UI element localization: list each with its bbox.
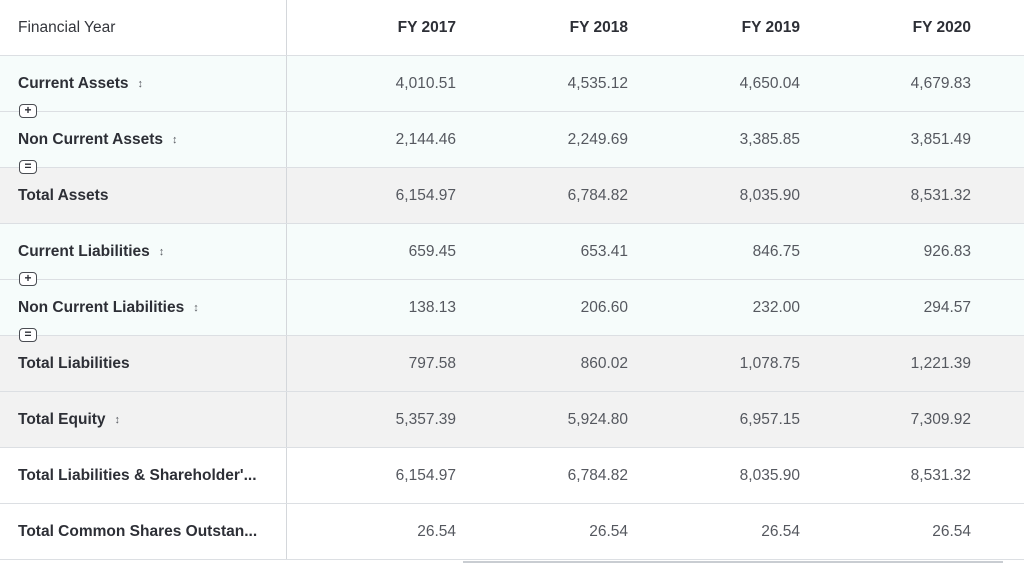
table-cell: 846.75 <box>752 242 800 260</box>
equals-icon: = <box>19 328 37 342</box>
table-cell: 4,535.12 <box>567 74 628 92</box>
row-label-non-current-liabilities[interactable]: Non Current Liabilities ↕ <box>18 299 199 317</box>
table-row-current-assets[interactable]: Current Assets ↕ 4,010.51 4,535.12 4,650.… <box>0 56 1024 112</box>
row-label-cell: Current Liabilities ↕ <box>0 224 287 279</box>
table-cell: 2,249.69 <box>567 130 628 148</box>
row-label-total-assets: Total Assets <box>18 186 109 204</box>
table-cell: 26.54 <box>417 522 456 540</box>
table-cell: 1,221.39 <box>910 354 971 372</box>
table-cell: 3,851.49 <box>910 130 971 148</box>
table-cell: 860.02 <box>580 354 628 372</box>
table-cell: 6,154.97 <box>395 466 456 484</box>
row-label-cell: Total Assets <box>0 168 287 223</box>
financial-year-header: Financial Year <box>18 18 116 36</box>
row-label-cell: Total Common Shares Outstan... <box>0 504 287 559</box>
table-cell: 6,957.15 <box>739 410 800 428</box>
plus-icon: + <box>19 272 37 286</box>
equals-icon: = <box>19 160 37 174</box>
table-row-total-liabilities: Total Liabilities 797.58 860.02 1,078.75… <box>0 336 1024 392</box>
row-label-cell: Total Equity ↕ <box>0 392 287 447</box>
table-cell: 3,385.85 <box>739 130 800 148</box>
year-header-fy2017[interactable]: FY 2017 <box>397 18 456 36</box>
table-cell: 8,035.90 <box>739 466 800 484</box>
table-row-total-equity[interactable]: Total Equity ↕ 5,357.39 5,924.80 6,957.15… <box>0 392 1024 448</box>
row-label-text: Total Equity <box>18 410 106 428</box>
row-label-text: Current Liabilities <box>18 242 150 260</box>
table-cell: 8,035.90 <box>739 186 800 204</box>
table-cell: 8,531.32 <box>910 186 971 204</box>
row-label-total-equity[interactable]: Total Equity ↕ <box>18 411 120 429</box>
table-cell: 659.45 <box>408 242 456 260</box>
row-label-cell: Non Current Assets ↕ <box>0 112 287 167</box>
plus-icon: + <box>19 104 37 118</box>
sort-updown-icon[interactable]: ↕ <box>114 413 121 426</box>
table-cell: 26.54 <box>589 522 628 540</box>
table-cell: 8,531.32 <box>910 466 971 484</box>
table-cell: 232.00 <box>752 298 800 316</box>
table-cell: 4,010.51 <box>395 74 456 92</box>
row-label-text: Non Current Liabilities <box>18 298 185 316</box>
table-cell: 6,784.82 <box>567 466 628 484</box>
table-row-total-common-shares: Total Common Shares Outstan... 26.54 26.… <box>0 504 1024 560</box>
row-label-text: Non Current Assets <box>18 130 163 148</box>
row-label-cell: Total Liabilities & Shareholder'... <box>0 448 287 503</box>
sort-updown-icon[interactable]: ↕ <box>137 77 144 90</box>
table-cell: 797.58 <box>408 354 456 372</box>
year-header-fy2018[interactable]: FY 2018 <box>569 18 628 36</box>
row-label-text: Current Assets <box>18 74 129 92</box>
table-header-row: Financial Year FY 2017 FY 2018 FY 2019 F… <box>0 0 1024 56</box>
table-cell: 4,679.83 <box>910 74 971 92</box>
row-label-current-assets[interactable]: Current Assets ↕ <box>18 75 143 93</box>
table-cell: 26.54 <box>932 522 971 540</box>
year-header-fy2020[interactable]: FY 2020 <box>912 18 971 36</box>
table-cell: 5,924.80 <box>567 410 628 428</box>
table-cell: 294.57 <box>923 298 971 316</box>
table-cell: 926.83 <box>923 242 971 260</box>
table-row-total-liabilities-shareholders: Total Liabilities & Shareholder'... 6,15… <box>0 448 1024 504</box>
table-cell: 6,784.82 <box>567 186 628 204</box>
year-header-fy2019[interactable]: FY 2019 <box>741 18 800 36</box>
table-cell: 4,650.04 <box>739 74 800 92</box>
row-label-cell: Total Liabilities <box>0 336 287 391</box>
table-row-non-current-assets[interactable]: Non Current Assets ↕ 2,144.46 2,249.69 3,… <box>0 112 1024 168</box>
horizontal-scrollbar[interactable] <box>463 561 1003 563</box>
sort-updown-icon[interactable]: ↕ <box>171 133 178 146</box>
table-row-current-liabilities[interactable]: Current Liabilities ↕ 659.45 653.41 846.7… <box>0 224 1024 280</box>
header-label-cell: Financial Year <box>0 0 287 55</box>
table-cell: 5,357.39 <box>395 410 456 428</box>
row-label-total-common-shares: Total Common Shares Outstan... <box>18 522 258 540</box>
sort-updown-icon[interactable]: ↕ <box>193 301 199 314</box>
table-cell: 7,309.92 <box>910 410 971 428</box>
row-label-non-current-assets[interactable]: Non Current Assets ↕ <box>18 131 177 149</box>
row-label-total-liabilities: Total Liabilities <box>18 354 130 372</box>
table-cell: 1,078.75 <box>739 354 800 372</box>
table-cell: 653.41 <box>580 242 628 260</box>
table-cell: 6,154.97 <box>395 186 456 204</box>
table-row-total-assets: Total Assets 6,154.97 6,784.82 8,035.90 … <box>0 168 1024 224</box>
row-label-cell: Current Assets ↕ <box>0 56 287 111</box>
table-row-non-current-liabilities[interactable]: Non Current Liabilities ↕ 138.13 206.60 2… <box>0 280 1024 336</box>
row-label-cell: Non Current Liabilities ↕ <box>0 280 287 335</box>
table-cell: 138.13 <box>408 298 456 316</box>
row-label-current-liabilities[interactable]: Current Liabilities ↕ <box>18 243 164 261</box>
sort-updown-icon[interactable]: ↕ <box>158 245 165 258</box>
table-cell: 2,144.46 <box>395 130 456 148</box>
row-label-total-liabilities-shareholders: Total Liabilities & Shareholder'... <box>18 466 257 484</box>
table-cell: 26.54 <box>761 522 800 540</box>
table-cell: 206.60 <box>580 298 628 316</box>
